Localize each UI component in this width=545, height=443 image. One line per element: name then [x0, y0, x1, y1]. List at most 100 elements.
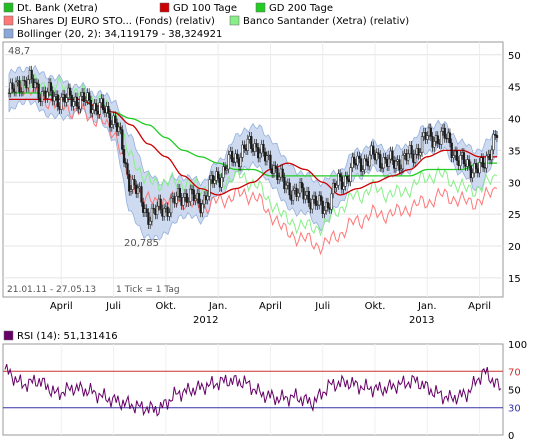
rsi-y-tick-label: 0: [508, 431, 514, 442]
main-y-tick-label: 15: [508, 274, 521, 285]
price-candle: [361, 169, 364, 172]
price-candle: [152, 207, 155, 210]
price-candle: [18, 80, 21, 93]
price-candle: [321, 200, 324, 214]
price-candle: [492, 134, 495, 151]
price-candle: [272, 165, 276, 174]
price-candle: [189, 188, 192, 202]
price-candle: [88, 92, 91, 101]
legend-label-gd100: GD 100 Tage: [173, 3, 237, 14]
price-candle: [326, 202, 330, 208]
price-candle: [222, 166, 225, 178]
x-axis: April Juli Okt. Jan. April Juli Okt. Jan. April …: [50, 301, 491, 326]
price-candle: [190, 188, 194, 191]
price-candle: [107, 106, 110, 114]
main-y-tick-label: 50: [508, 51, 521, 62]
price-candle: [187, 201, 190, 203]
price-candle: [155, 205, 159, 216]
price-candle: [250, 136, 253, 149]
price-candle: [98, 102, 101, 115]
price-candle: [342, 186, 345, 190]
price-candle: [35, 82, 39, 85]
price-candle: [136, 187, 140, 194]
price-candle: [220, 177, 223, 188]
price-candle: [382, 157, 385, 169]
price-high-label: 48,7: [8, 46, 30, 57]
price-candle: [91, 109, 94, 114]
series-dt-bank: [7, 65, 499, 230]
price-candle: [410, 145, 413, 155]
price-candle: [429, 127, 432, 137]
price-candle: [206, 195, 209, 201]
price-candle: [126, 163, 129, 175]
legend-item-gd100: GD 100 Tage: [159, 2, 237, 14]
price-candle: [462, 152, 466, 165]
price-candle: [168, 212, 171, 217]
price-candle: [101, 98, 105, 111]
x-year-2012: 2012: [193, 315, 218, 326]
price-candle: [142, 201, 145, 213]
price-candle: [14, 81, 18, 93]
price-candle: [297, 192, 300, 197]
price-candle: [75, 96, 79, 107]
price-candle: [490, 149, 493, 161]
legend-label-dt-bank: Dt. Bank (Xetra): [17, 3, 98, 14]
price-candle: [65, 97, 68, 103]
price-candle: [398, 159, 401, 171]
main-plot: 15 20 25 30 35 40 45 50 48,7 20,785 21.01.11 - …: [2, 41, 521, 298]
price-candle: [377, 152, 380, 155]
price-candle: [145, 208, 148, 213]
price-candle: [295, 187, 298, 197]
price-candle: [372, 145, 375, 155]
rsi-y-ticks: 0 30 50 70 100: [508, 340, 527, 442]
x-tick-label: Okt.: [155, 301, 176, 312]
price-candle: [420, 136, 424, 153]
price-candle: [255, 143, 258, 148]
price-candle: [440, 130, 443, 145]
price-candle: [401, 154, 405, 170]
price-candle: [56, 94, 59, 107]
price-candle: [387, 158, 391, 167]
price-candle: [208, 179, 211, 197]
price-candle: [276, 168, 279, 180]
price-candle: [274, 165, 277, 169]
price-candle: [345, 175, 349, 180]
price-candle: [182, 197, 185, 206]
rsi-y-tick-label: 100: [508, 340, 527, 351]
price-candle: [150, 207, 154, 222]
price-candle: [391, 150, 394, 161]
price-candle: [478, 162, 481, 174]
legend-label-eurostoxx: iShares DJ EURO STO... (Fonds) (relativ): [17, 16, 215, 27]
price-candle: [20, 91, 23, 93]
price-candle: [72, 101, 75, 107]
price-candle: [246, 138, 249, 151]
x-tick-label: Jan.: [208, 301, 228, 312]
price-candle: [197, 193, 201, 204]
price-candle: [319, 195, 323, 202]
price-candle: [11, 82, 14, 90]
price-candle: [178, 188, 181, 198]
legend-label-gd200: GD 200 Tage: [269, 3, 333, 14]
price-candle: [283, 177, 286, 190]
price-candle: [316, 204, 319, 207]
price-candle: [300, 182, 303, 189]
price-candle: [201, 203, 204, 214]
price-candle: [284, 184, 288, 190]
price-candle: [443, 127, 446, 139]
price-candle: [467, 159, 471, 167]
price-candle: [53, 96, 56, 102]
price-candle: [49, 82, 52, 91]
price-candle: [236, 153, 239, 160]
x-tick-label: Juli: [314, 301, 330, 312]
price-candle: [304, 195, 307, 200]
price-candle: [436, 135, 439, 144]
legend-item-bollinger: Bollinger (20, 2): 34,119179 - 38,324921: [3, 28, 222, 40]
legend-label-bollinger: Bollinger (20, 2): 34,119179 - 38,324921: [17, 29, 222, 40]
price-candle: [192, 189, 195, 201]
price-candle: [216, 171, 220, 179]
price-candle: [291, 189, 295, 201]
price-candle: [323, 210, 326, 214]
price-candle: [344, 175, 347, 187]
price-candle: [119, 126, 122, 130]
